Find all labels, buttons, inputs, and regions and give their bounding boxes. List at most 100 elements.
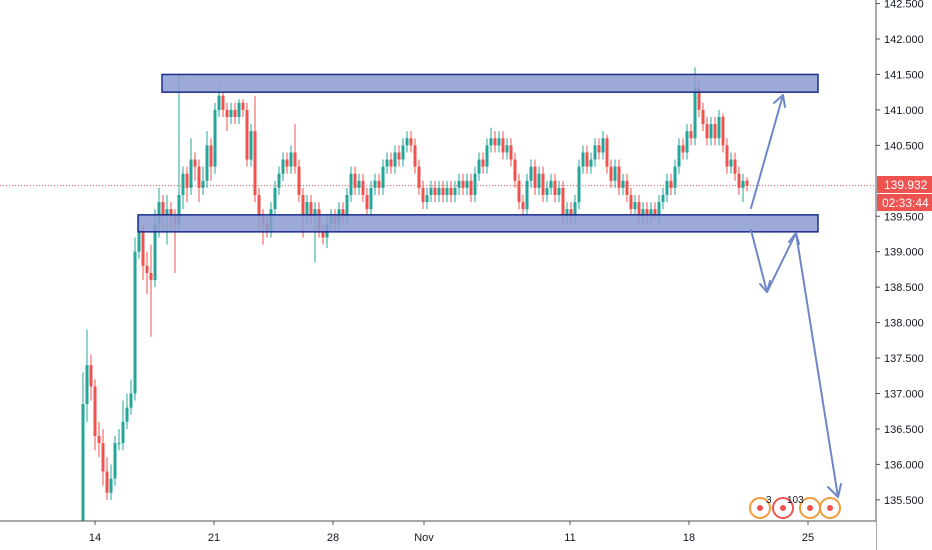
candle-body [545,187,549,195]
candle-body [653,209,657,217]
candle [229,102,233,125]
candle-body [365,194,369,210]
candle-body [237,102,241,117]
candle-body [201,180,205,188]
candle [201,166,205,195]
candle-body [605,138,609,167]
candle [377,173,381,195]
bullish-arrow[interactable] [750,94,784,209]
candle-body [457,180,461,188]
candle [81,372,85,522]
candle-body [409,138,413,146]
candle-body [649,209,653,217]
candle-body [253,131,257,195]
candle-body [85,365,89,405]
arrow-head-target [827,483,842,498]
candle-body [665,180,669,195]
x-tick-label: 14 [89,532,101,544]
candle [613,159,617,188]
zones[interactable] [137,73,819,233]
candle-body [129,393,133,408]
time-axis[interactable] [0,521,876,550]
candle [429,180,433,203]
resistance-zone[interactable] [161,73,819,93]
candle-body [217,95,221,110]
candle [389,152,393,174]
candle [633,194,637,217]
candle-body [125,407,129,422]
candle [489,127,493,153]
candle [721,113,725,153]
candle [729,152,733,174]
candle [517,173,521,210]
candle [109,464,113,500]
candle-body [157,202,161,224]
candle [189,138,193,195]
candle [285,152,289,174]
x-tick-label: 21 [208,532,220,544]
candle-body [725,145,729,167]
candle-body [281,159,285,174]
candle [241,99,245,117]
y-tick-label: 138.500 [884,282,924,294]
candle-body [481,159,485,167]
candle [585,145,589,174]
countdown-label: 02:33:44 [882,196,929,210]
candle [221,92,225,117]
candle [505,138,509,160]
candle [409,131,413,153]
event-badges[interactable]: 3 103 [749,495,841,519]
candle [493,131,497,153]
y-tick-label: 135.500 [884,495,924,507]
candle [449,180,453,203]
candle-body [525,180,529,210]
candle [145,251,149,295]
candle [597,138,601,160]
candle-body [613,166,617,181]
candle [401,138,405,167]
candle-body [473,173,477,195]
candle-body [617,166,621,188]
candle-body [485,145,489,167]
support-zone[interactable] [137,214,819,233]
candle-body [437,187,441,195]
candle-body [505,145,509,153]
y-tick-label: 142.000 [884,34,924,46]
candle [737,166,741,195]
candle [133,237,137,401]
candle [225,102,229,132]
candle-body [133,251,137,394]
candle-body [361,180,365,195]
candle [533,159,537,195]
candle [185,166,189,203]
candle-body [81,404,85,522]
candle-body [705,124,709,139]
candle-body [693,88,697,139]
last-price-label: 139.932 [884,178,928,192]
candle-body [577,166,581,203]
candle [541,166,545,203]
candle [689,124,693,146]
bearish-path-arrow[interactable] [750,229,839,498]
candle [529,159,533,188]
candle [397,145,401,167]
candle-body [657,202,661,217]
candle [609,159,613,188]
candle-body [425,194,429,203]
candle-body [149,272,153,281]
projection-arrows[interactable] [750,94,842,498]
candle [277,166,281,195]
candle-body [393,152,397,167]
candle-body [153,223,157,281]
candle [485,138,489,174]
price-axis[interactable] [876,0,932,550]
candle [673,159,677,195]
candle [437,180,441,203]
candle [125,393,129,429]
y-tick-label: 136.000 [884,459,924,471]
candle-body [493,138,497,146]
candle [605,134,609,174]
candle-body [193,159,197,167]
candle [385,152,389,174]
